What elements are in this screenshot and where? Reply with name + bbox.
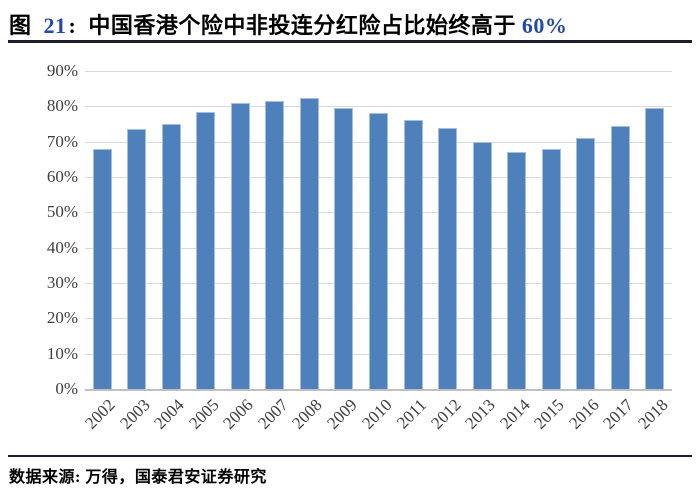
bar xyxy=(403,120,423,389)
x-tick-label: 2006 xyxy=(219,395,258,433)
x-tick-label: 2018 xyxy=(634,395,672,433)
x-tick-label: 2003 xyxy=(116,395,154,433)
x-tick-label: 2008 xyxy=(288,395,327,433)
x-tick-label: 2015 xyxy=(530,395,568,433)
footer-divider xyxy=(8,455,692,457)
y-tick-label: 70% xyxy=(46,131,78,151)
bar xyxy=(265,101,285,389)
x-tick-label: 2010 xyxy=(357,395,396,433)
bar xyxy=(161,124,181,389)
bar xyxy=(507,152,527,389)
x-tick-label: 2017 xyxy=(599,395,637,433)
y-tick-label: 60% xyxy=(46,167,78,186)
x-tick-label: 2005 xyxy=(185,395,223,433)
figure-number: 21 xyxy=(43,13,67,38)
bar xyxy=(438,127,458,389)
bar xyxy=(196,111,216,389)
x-tick-label: 2009 xyxy=(323,395,361,433)
gridline xyxy=(85,71,672,72)
x-axis-line xyxy=(85,389,672,391)
bar xyxy=(472,141,492,389)
y-tick-label: 10% xyxy=(46,343,78,363)
bar xyxy=(369,113,388,389)
x-tick-label: 2014 xyxy=(495,395,534,433)
bar xyxy=(230,102,250,389)
y-tick-label: 90% xyxy=(46,61,78,80)
figure-title-highlight: 60% xyxy=(521,13,568,38)
figure-title-text: 中国香港个险中非投连分红险占比始终高于 xyxy=(88,13,516,38)
bar xyxy=(334,108,354,389)
bar xyxy=(541,148,561,389)
title-divider xyxy=(8,40,692,43)
x-tick-label: 2011 xyxy=(392,395,430,433)
y-tick-label: 30% xyxy=(46,273,78,292)
bar xyxy=(92,148,112,389)
x-tick-label: 2016 xyxy=(564,395,603,433)
x-tick-label: 2013 xyxy=(461,395,499,433)
y-tick-label: 0% xyxy=(55,379,78,398)
figure-title: 图 21: 中国香港个险中非投连分红险占比始终高于 60% xyxy=(9,8,694,40)
bar xyxy=(610,125,630,389)
bar xyxy=(576,138,596,389)
bar xyxy=(299,97,319,389)
y-tick-label: 40% xyxy=(46,237,78,257)
x-tick-label: 2012 xyxy=(426,395,465,433)
x-tick-label: 2007 xyxy=(254,395,292,433)
y-tick-label: 50% xyxy=(46,202,78,222)
gridline xyxy=(85,106,672,108)
x-tick-label: 2002 xyxy=(81,395,119,433)
x-tick-label: 2004 xyxy=(150,395,189,433)
data-source: 数据来源: 万得，国泰君安证券研究 xyxy=(9,469,267,486)
bar xyxy=(645,108,665,389)
y-tick-label: 80% xyxy=(46,96,78,116)
figure-label: 图 xyxy=(9,13,32,38)
bar xyxy=(127,129,147,389)
y-tick-label: 20% xyxy=(46,308,78,328)
figure-colon: : xyxy=(68,13,77,38)
